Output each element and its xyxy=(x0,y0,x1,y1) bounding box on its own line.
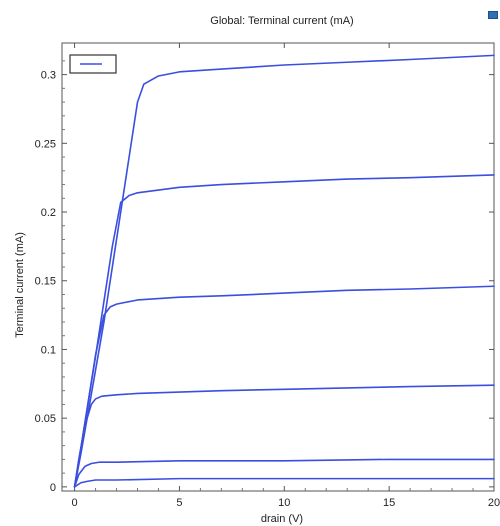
export-icon[interactable] xyxy=(488,11,498,19)
y-tick-label: 0.3 xyxy=(41,70,56,82)
x-tick-label: 10 xyxy=(278,497,290,509)
axes: 0 5 10 15 20 0 0.05 0.1 0.15 0.2 0.25 0.3 xyxy=(35,42,500,509)
series-line-1 xyxy=(73,54,495,488)
y-tick-label: 0.25 xyxy=(35,138,56,150)
series-line-5 xyxy=(73,458,495,488)
x-axis-label: drain (V) xyxy=(261,513,303,525)
y-tick-label: 0.15 xyxy=(35,276,56,288)
y-tick-label: 0.1 xyxy=(41,344,56,356)
x-tick-label: 15 xyxy=(383,497,395,509)
series-line-6 xyxy=(73,477,495,488)
series-lines xyxy=(73,54,495,488)
x-tick-label: 5 xyxy=(176,497,182,509)
y-axis-label: Terminal current (mA) xyxy=(14,232,26,338)
plot-frame xyxy=(61,42,495,492)
x-tick-label: 0 xyxy=(72,497,78,509)
legend xyxy=(69,54,117,74)
series-line-3 xyxy=(73,285,495,488)
x-tick-label: 20 xyxy=(488,497,500,509)
y-tick-label: 0.2 xyxy=(41,207,56,219)
y-tick-label: 0 xyxy=(50,482,56,494)
y-tick-label: 0.05 xyxy=(35,413,56,425)
series-line-4 xyxy=(73,384,495,488)
chart-title: Global: Terminal current (mA) xyxy=(210,15,353,27)
